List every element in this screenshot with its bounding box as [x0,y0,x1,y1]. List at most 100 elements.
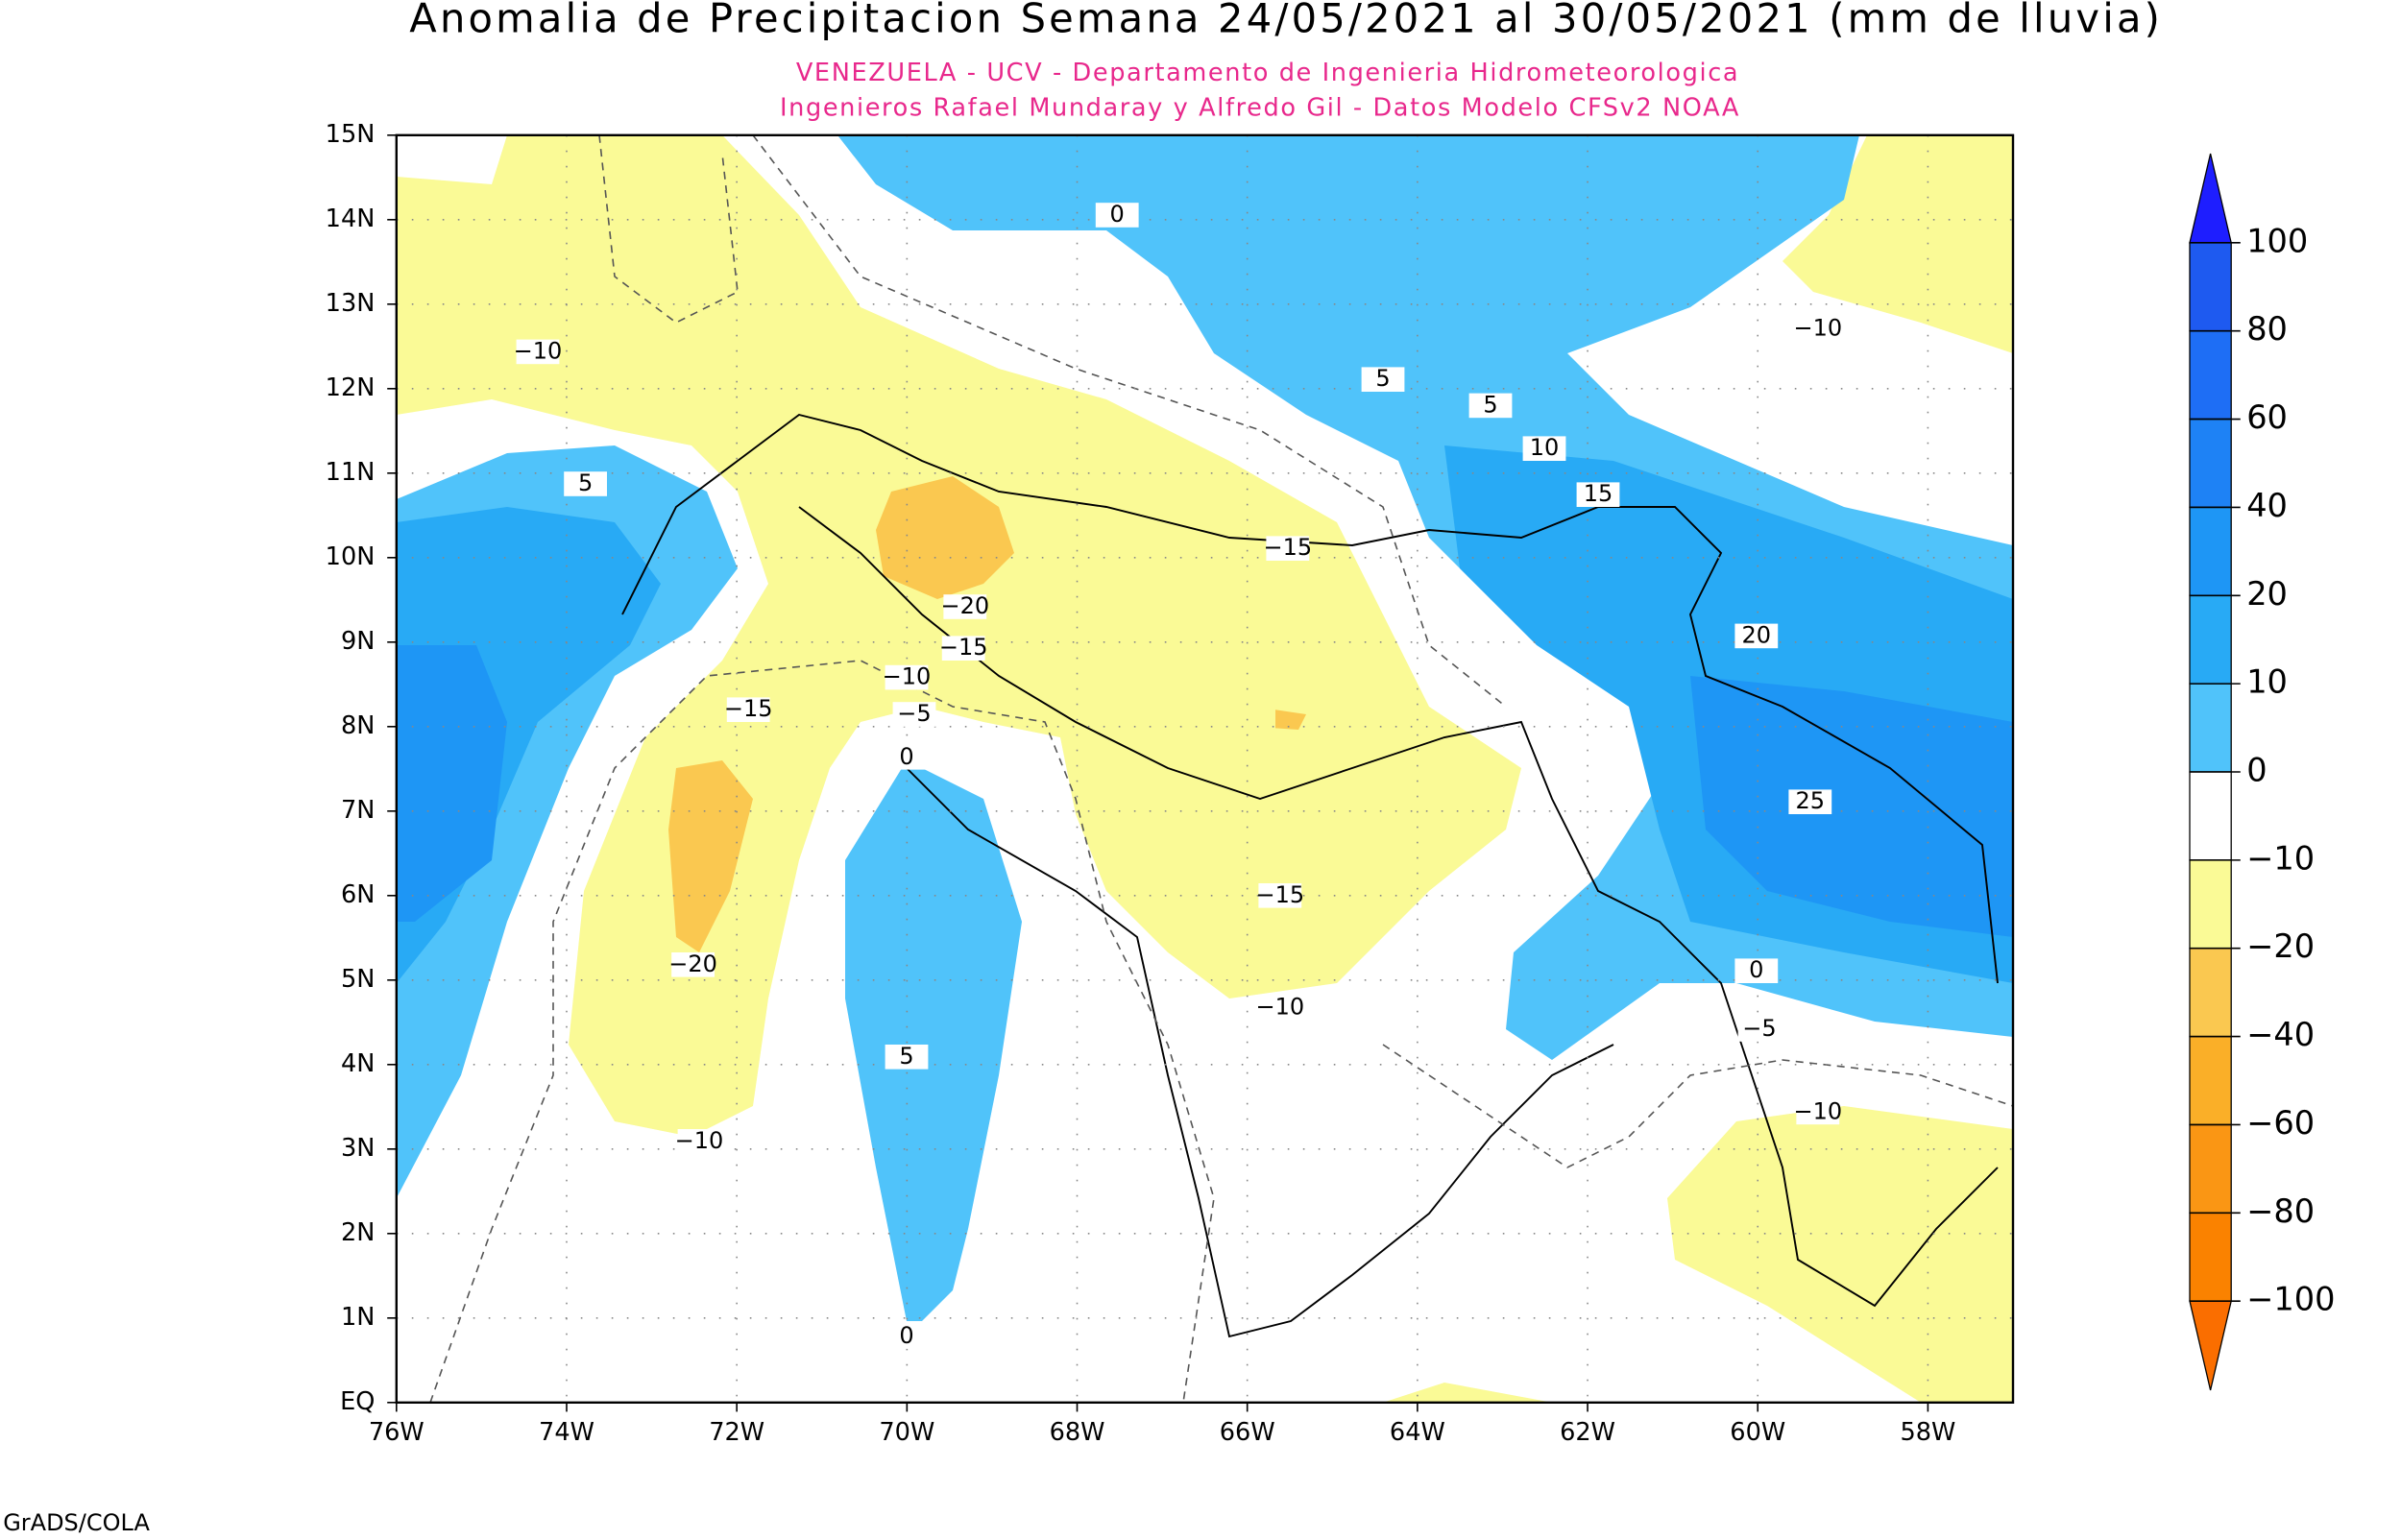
contour-label-bg [726,697,770,722]
contour-label: −10 [883,663,932,690]
contour-label-bg [1788,789,1832,814]
colorbar-bin [2189,153,2233,244]
colorbar-bin [2189,506,2232,596]
lat-label: 1N [341,1303,375,1332]
map-frame [395,133,2015,1404]
colorbar-label: −40 [2246,1016,2315,1053]
contour-label-bg [1266,536,1310,561]
contour-label: −15 [1263,534,1312,561]
contour-label-bg [677,1129,721,1154]
contour-label: 25 [1796,787,1826,814]
contour-label-bg [1258,995,1302,1021]
lat-label: 11N [326,458,376,487]
colorbar-label: −20 [2246,927,2315,965]
map-fills [396,134,2013,1403]
colorbar-label: 10 [2246,663,2288,701]
colorbar-bin [2189,683,2232,773]
contour-label: −15 [724,695,773,722]
contour-label-bg [943,594,987,619]
contour-label: 5 [1375,365,1390,392]
contour-label: 0 [899,1322,913,1349]
contour-label: −10 [1793,1097,1842,1124]
colorbar-bin [2189,1035,2232,1126]
colorbar-bin [2189,1300,2233,1391]
contour-lines [429,134,2014,1404]
contour-label-bg [1737,1017,1782,1042]
lat-label: 6N [341,880,375,909]
contour-label: −10 [1255,994,1304,1021]
lat-label: 14N [326,205,376,233]
contour-label: −15 [939,634,988,661]
contour-label-bg [941,636,985,661]
contour-label: 15 [1584,480,1613,507]
lat-label: 12N [326,373,376,402]
colorbar-bin [2189,242,2232,332]
contour-label-bg [1734,623,1779,649]
title: Anomalia de Precipitacion Semana 24/05/2… [409,0,2163,41]
colorbar-label: 60 [2246,398,2288,436]
colorbar-label: −60 [2246,1104,2315,1142]
contour-label: −10 [1793,314,1842,341]
lat-label: 7N [341,796,375,825]
contour-label-bg [671,952,715,977]
colorbar-label: −100 [2246,1281,2335,1318]
gridlines [387,134,2013,1412]
colorbar-bin [2189,330,2232,421]
lon-label: 58W [1900,1418,1955,1447]
contour-label: 5 [899,1043,913,1070]
contour-label: 10 [1530,434,1560,461]
contour-label-bg [1796,1099,1840,1125]
contour-label-bg [1522,436,1566,461]
contour-label-bg [564,471,607,496]
coastlines [621,413,1999,1338]
lat-label: 9N [341,627,375,656]
lat-label: 5N [341,965,375,994]
lon-label: 64W [1390,1418,1445,1447]
lon-label: 70W [879,1418,934,1447]
lat-label: 2N [341,1218,375,1247]
lon-label: 66W [1220,1418,1275,1447]
contour-label-bg [1576,482,1620,507]
contour-label-bg [1734,958,1779,983]
contour-label: −10 [675,1127,724,1154]
lon-label: 62W [1560,1418,1615,1447]
contour-label-bg [885,664,929,690]
colorbar-label: 100 [2246,222,2308,259]
contour-label-bg [885,745,929,770]
contour-label-bg [1468,393,1513,419]
subtitle: VENEZUELA - UCV - Departamento de Ingeni… [796,59,1739,87]
lon-label: 60W [1730,1418,1785,1447]
lat-label: 10N [326,542,376,571]
colorbar-label: −10 [2246,839,2315,877]
lat-label: 15N [326,120,376,149]
colorbar-bin [2189,1212,2232,1302]
contour-label: 5 [578,469,593,496]
contour-label: 20 [1742,621,1772,648]
contour-label: −15 [1255,881,1304,908]
contour-label-bg [1361,367,1405,392]
contour-label: −5 [1742,1015,1776,1042]
footer: GrADS/COLA [3,1509,150,1536]
lon-label: 68W [1050,1418,1105,1447]
subtitle: Ingenieros Rafael Mundaray y Alfredo Gil… [780,94,1740,123]
lon-label: 74W [539,1418,594,1447]
lon-label: 72W [709,1418,764,1447]
contour-label: −5 [897,700,931,727]
colorbar-bin [2189,1123,2232,1214]
lat-label: 13N [326,289,376,318]
lat-label: 4N [341,1049,375,1078]
contour-label: −20 [668,950,717,977]
colorbar-bin [2189,594,2232,685]
contour-label: 0 [1110,201,1125,228]
contour-label: −10 [514,337,563,364]
contour-label-bg [1796,316,1840,342]
colorbar-label: 0 [2246,752,2267,789]
contour-label-bg [1258,883,1302,908]
colorbar-bin [2189,948,2232,1038]
contour-label-bg [892,702,936,727]
lon-label: 76W [369,1418,424,1447]
contour-label: 0 [1749,956,1763,983]
contour-label-bg [885,1045,929,1070]
contour-label: 5 [1483,391,1497,418]
